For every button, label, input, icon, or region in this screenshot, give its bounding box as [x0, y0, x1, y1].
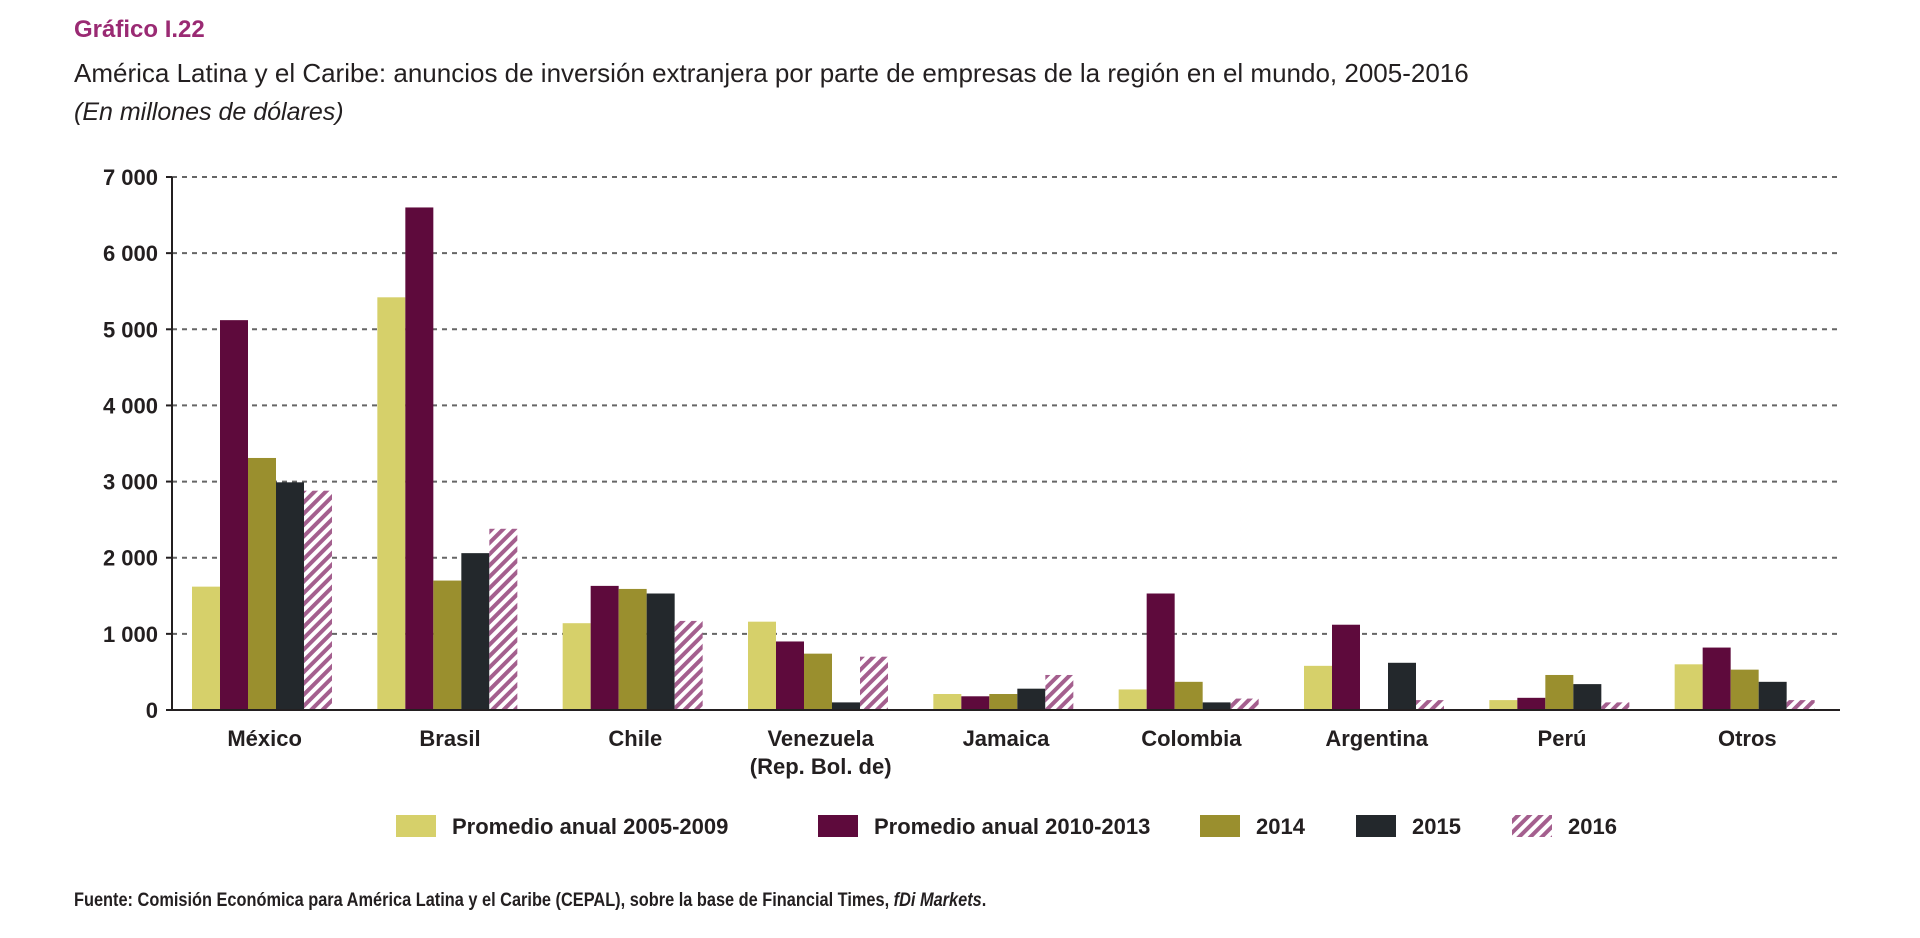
bar — [192, 586, 220, 710]
legend-swatch — [396, 815, 436, 837]
legend-label: Promedio anual 2010-2013 — [874, 814, 1150, 839]
bar — [304, 490, 332, 710]
bar — [1545, 674, 1574, 710]
bar — [1489, 700, 1518, 710]
y-tick-label: 0 — [146, 698, 158, 723]
bar — [646, 593, 675, 710]
y-tick-label: 6 000 — [103, 241, 158, 266]
x-tick-label: Otros — [1718, 726, 1777, 751]
bar — [961, 696, 990, 710]
bar — [1601, 702, 1630, 710]
bar — [1573, 684, 1602, 710]
bar — [276, 482, 304, 710]
bar — [1758, 681, 1787, 710]
bar — [590, 585, 619, 710]
bar — [489, 528, 518, 710]
x-tick-label: Colombia — [1141, 726, 1242, 751]
bar — [1118, 689, 1147, 710]
bar — [1304, 665, 1332, 710]
y-tick-label: 2 000 — [103, 546, 158, 571]
source-text: : Comisión Económica para América Latina… — [127, 890, 894, 911]
bar — [562, 623, 591, 710]
x-tick-label: Venezuela (Rep. Bol. de) — [750, 726, 892, 779]
bar — [989, 694, 1018, 710]
legend-label: 2014 — [1256, 814, 1306, 839]
bar — [860, 656, 888, 710]
chart-subtitle: (En millones de dólares) — [74, 98, 344, 126]
x-tick-label: Argentina — [1325, 726, 1428, 751]
bar — [377, 297, 406, 710]
x-tick-label: México — [227, 726, 302, 751]
source-end: . — [981, 890, 987, 911]
bar — [220, 320, 248, 710]
legend-label: 2015 — [1412, 814, 1461, 839]
bar — [1332, 624, 1360, 710]
legend-swatch — [818, 815, 858, 837]
x-tick-label: Chile — [608, 726, 662, 751]
y-tick-label: 7 000 — [103, 165, 158, 190]
bar — [1017, 688, 1046, 710]
bar — [1230, 698, 1259, 710]
legend-label: 2016 — [1568, 814, 1617, 839]
source-note: Fuente: Comisión Económica para América … — [74, 890, 986, 912]
x-tick-label: Perú — [1538, 726, 1587, 751]
legend-swatch — [1356, 815, 1396, 837]
bar — [618, 588, 647, 710]
bar — [1517, 697, 1546, 710]
legend-swatch — [1512, 815, 1552, 837]
bar — [433, 580, 462, 710]
bar — [1174, 681, 1203, 710]
bar — [804, 653, 832, 710]
source-italic: fDi Markets — [893, 890, 982, 911]
bar — [1416, 700, 1444, 710]
x-tick-label: Brasil — [419, 726, 480, 751]
bar — [1674, 664, 1703, 710]
chart-title: América Latina y el Caribe: anuncios de … — [74, 58, 1469, 88]
bar — [1388, 662, 1416, 710]
y-tick-label: 5 000 — [103, 317, 158, 342]
bar — [1202, 702, 1231, 710]
legend-label: Promedio anual 2005-2009 — [452, 814, 728, 839]
y-tick-label: 3 000 — [103, 470, 158, 495]
bar — [1146, 593, 1175, 710]
bar — [1730, 669, 1759, 710]
y-tick-label: 1 000 — [103, 622, 158, 647]
x-tick-label: Jamaica — [963, 726, 1051, 751]
legend-swatch — [1200, 815, 1240, 837]
bar — [248, 457, 276, 710]
bar — [776, 641, 804, 710]
bar — [832, 702, 860, 710]
y-tick-label: 4 000 — [103, 393, 158, 418]
bar — [1786, 700, 1815, 710]
bar — [461, 553, 490, 710]
source-key: Fuente — [74, 890, 128, 911]
bar — [933, 694, 962, 710]
bar — [674, 620, 703, 710]
bar — [1702, 647, 1731, 710]
bar — [748, 621, 776, 710]
bar — [1045, 674, 1074, 710]
bar — [405, 207, 434, 710]
chart-label: Gráfico I.22 — [74, 16, 205, 43]
